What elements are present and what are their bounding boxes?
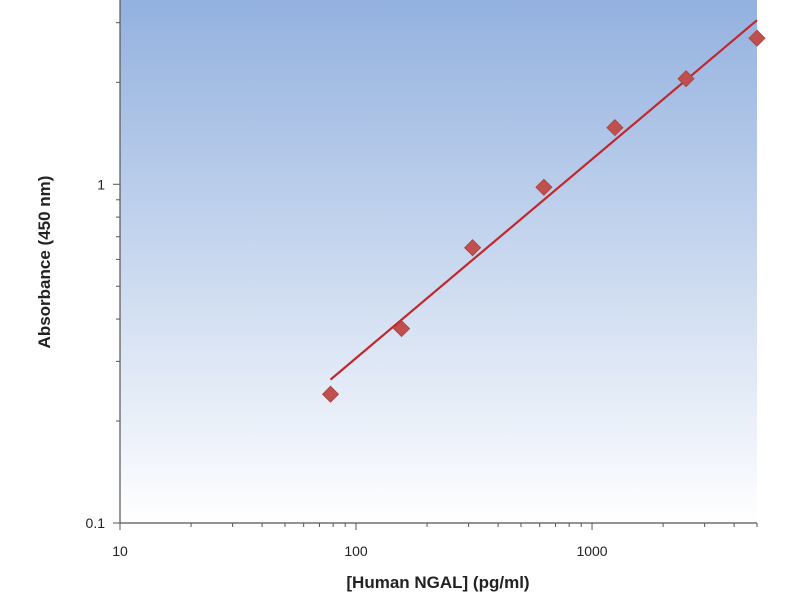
- data-point-diamond: [748, 29, 766, 47]
- y-tick-label: 0.1: [86, 515, 106, 531]
- plot-area-background: [120, 0, 757, 523]
- data-point-diamond: [393, 320, 411, 338]
- data-point-diamond: [321, 385, 340, 403]
- data-point-diamond: [606, 119, 624, 137]
- x-tick-label: 10: [112, 543, 128, 559]
- x-axis-title: [Human NGAL] (pg/ml): [346, 573, 529, 592]
- x-tick-label: 100: [344, 543, 368, 559]
- y-tick-label: 1: [97, 176, 105, 192]
- x-axis-ticks: 10 100 1000: [112, 523, 758, 559]
- y-axis-ticks: 0.11: [86, 22, 120, 531]
- y-axis-title: Absorbance (450 nm): [35, 176, 54, 349]
- data-point-diamond: [677, 70, 695, 88]
- data-point-diamond: [535, 178, 553, 196]
- data-point-diamond: [464, 239, 482, 257]
- series-layer: [321, 19, 766, 403]
- x-tick-label: 1000: [576, 543, 607, 559]
- axes: [119, 0, 757, 524]
